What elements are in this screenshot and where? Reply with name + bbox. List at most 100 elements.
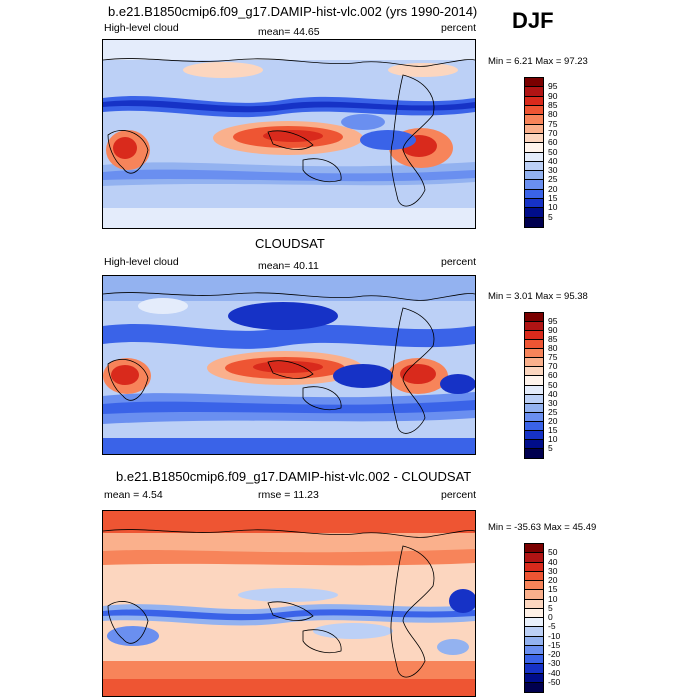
colorbar-swatch: [525, 682, 543, 692]
colorbar-tick-label: 5: [548, 602, 553, 613]
colorbar-tick-label: 95: [548, 81, 558, 92]
colorbar-tick-label: -15: [548, 639, 561, 650]
colorbar-tick-label: 20: [548, 415, 558, 426]
panel3-colorbar: [524, 543, 544, 693]
colorbar-tick-label: 75: [548, 118, 558, 129]
colorbar-swatch: [525, 581, 543, 591]
colorbar-swatch: [525, 87, 543, 97]
season-label: DJF: [512, 8, 554, 33]
colorbar-swatch: [525, 105, 543, 116]
colorbar-swatch: [525, 439, 543, 449]
colorbar-swatch: [525, 645, 543, 655]
panel3-units: percent: [441, 489, 477, 501]
colorbar-tick-label: 30: [548, 565, 558, 576]
panel2-minmax: Min = 3.01 Max = 95.38: [488, 291, 588, 302]
colorbar-swatch: [525, 161, 543, 172]
colorbar-tick-label: 10: [548, 202, 558, 213]
colorbar-swatch: [525, 562, 543, 572]
colorbar-swatch: [525, 143, 543, 153]
colorbar-swatch: [525, 553, 543, 563]
colorbar-tick-label: 50: [548, 547, 558, 558]
panel3-minmax: Min = -35.63 Max = 45.49: [488, 522, 597, 533]
panel1-colorbar: [524, 77, 544, 228]
colorbar-swatch: [525, 367, 543, 377]
colorbar-tick-label: 50: [548, 146, 558, 157]
colorbar-swatch: [525, 544, 543, 554]
panel1-map: [102, 39, 476, 229]
colorbar-swatch: [525, 124, 543, 134]
colorbar-swatch: [525, 349, 543, 359]
colorbar-tick-label: -50: [548, 676, 561, 687]
colorbar-tick-label: 15: [548, 584, 558, 595]
colorbar-swatch: [525, 340, 543, 350]
colorbar-tick-label: 50: [548, 379, 558, 390]
colorbar-tick-label: 20: [548, 183, 558, 194]
colorbar-swatch: [525, 313, 543, 323]
colorbar-tick-label: 40: [548, 556, 558, 567]
colorbar-tick-label: 10: [548, 593, 558, 604]
colorbar-tick-label: 90: [548, 90, 558, 101]
colorbar-swatch: [525, 133, 543, 144]
colorbar-tick-label: -5: [548, 621, 556, 632]
colorbar-swatch: [525, 448, 543, 458]
panel3-title: b.e21.B1850cmip6.f09_g17.DAMIP-hist-vlc.…: [116, 469, 472, 484]
colorbar-swatch: [525, 412, 543, 422]
colorbar-tick-label: 30: [548, 397, 558, 408]
colorbar-swatch: [525, 636, 543, 646]
colorbar-swatch: [525, 376, 543, 386]
colorbar-swatch: [525, 618, 543, 628]
colorbar-swatch: [525, 655, 543, 665]
panel3-mean: mean = 4.54: [104, 489, 163, 501]
colorbar-tick-label: 85: [548, 334, 558, 345]
colorbar-swatch: [525, 673, 543, 683]
colorbar-tick-label: 30: [548, 165, 558, 176]
panel2-title: CLOUDSAT: [255, 236, 325, 251]
colorbar-tick-label: 25: [548, 406, 558, 417]
colorbar-tick-label: 85: [548, 99, 558, 110]
colorbar-swatch: [525, 599, 543, 609]
panel2-map: [102, 275, 476, 455]
colorbar-swatch: [525, 608, 543, 618]
panel1-title: b.e21.B1850cmip6.f09_g17.DAMIP-hist-vlc.…: [108, 4, 478, 19]
panel3-rmse: rmse = 11.23: [258, 489, 319, 501]
colorbar-swatch: [525, 627, 543, 637]
colorbar-swatch: [525, 664, 543, 674]
colorbar-tick-label: -30: [548, 658, 561, 669]
colorbar-swatch: [525, 115, 543, 125]
colorbar-tick-label: -10: [548, 630, 561, 641]
colorbar-tick-label: 5: [548, 211, 553, 222]
colorbar-swatch: [525, 394, 543, 404]
colorbar-tick-label: 15: [548, 193, 558, 204]
colorbar-tick-label: 90: [548, 325, 558, 336]
panel2-colorbar: [524, 312, 544, 459]
panel1-left-label: High-level cloud: [104, 22, 179, 34]
colorbar-swatch: [525, 217, 543, 227]
panel3-map: [102, 510, 476, 697]
colorbar-swatch: [525, 171, 543, 181]
colorbar-tick-label: 80: [548, 109, 558, 120]
colorbar-tick-label: 0: [548, 612, 553, 622]
colorbar-tick-label: 40: [548, 155, 558, 166]
colorbar-swatch: [525, 189, 543, 200]
colorbar-tick-label: 15: [548, 424, 558, 435]
colorbar-swatch: [525, 385, 543, 395]
colorbar-tick-label: 10: [548, 433, 558, 444]
colorbar-swatch: [525, 199, 543, 209]
colorbar-swatch: [525, 180, 543, 190]
colorbar-tick-label: 5: [548, 442, 553, 453]
colorbar-swatch: [525, 152, 543, 162]
panel2-left-label: High-level cloud: [104, 256, 179, 268]
panel1-minmax: Min = 6.21 Max = 97.23: [488, 56, 588, 67]
colorbar-tick-label: 25: [548, 174, 558, 185]
panel1-mean: mean= 44.65: [258, 26, 320, 38]
colorbar-tick-label: 70: [548, 361, 558, 372]
colorbar-swatch: [525, 78, 543, 88]
colorbar-swatch: [525, 208, 543, 218]
colorbar-swatch: [525, 96, 543, 106]
colorbar-tick-label: 60: [548, 137, 558, 148]
colorbar-tick-label: 70: [548, 127, 558, 138]
colorbar-tick-label: 20: [548, 575, 558, 585]
colorbar-swatch: [525, 322, 543, 332]
colorbar-tick-label: 75: [548, 352, 558, 363]
colorbar-swatch: [525, 331, 543, 341]
